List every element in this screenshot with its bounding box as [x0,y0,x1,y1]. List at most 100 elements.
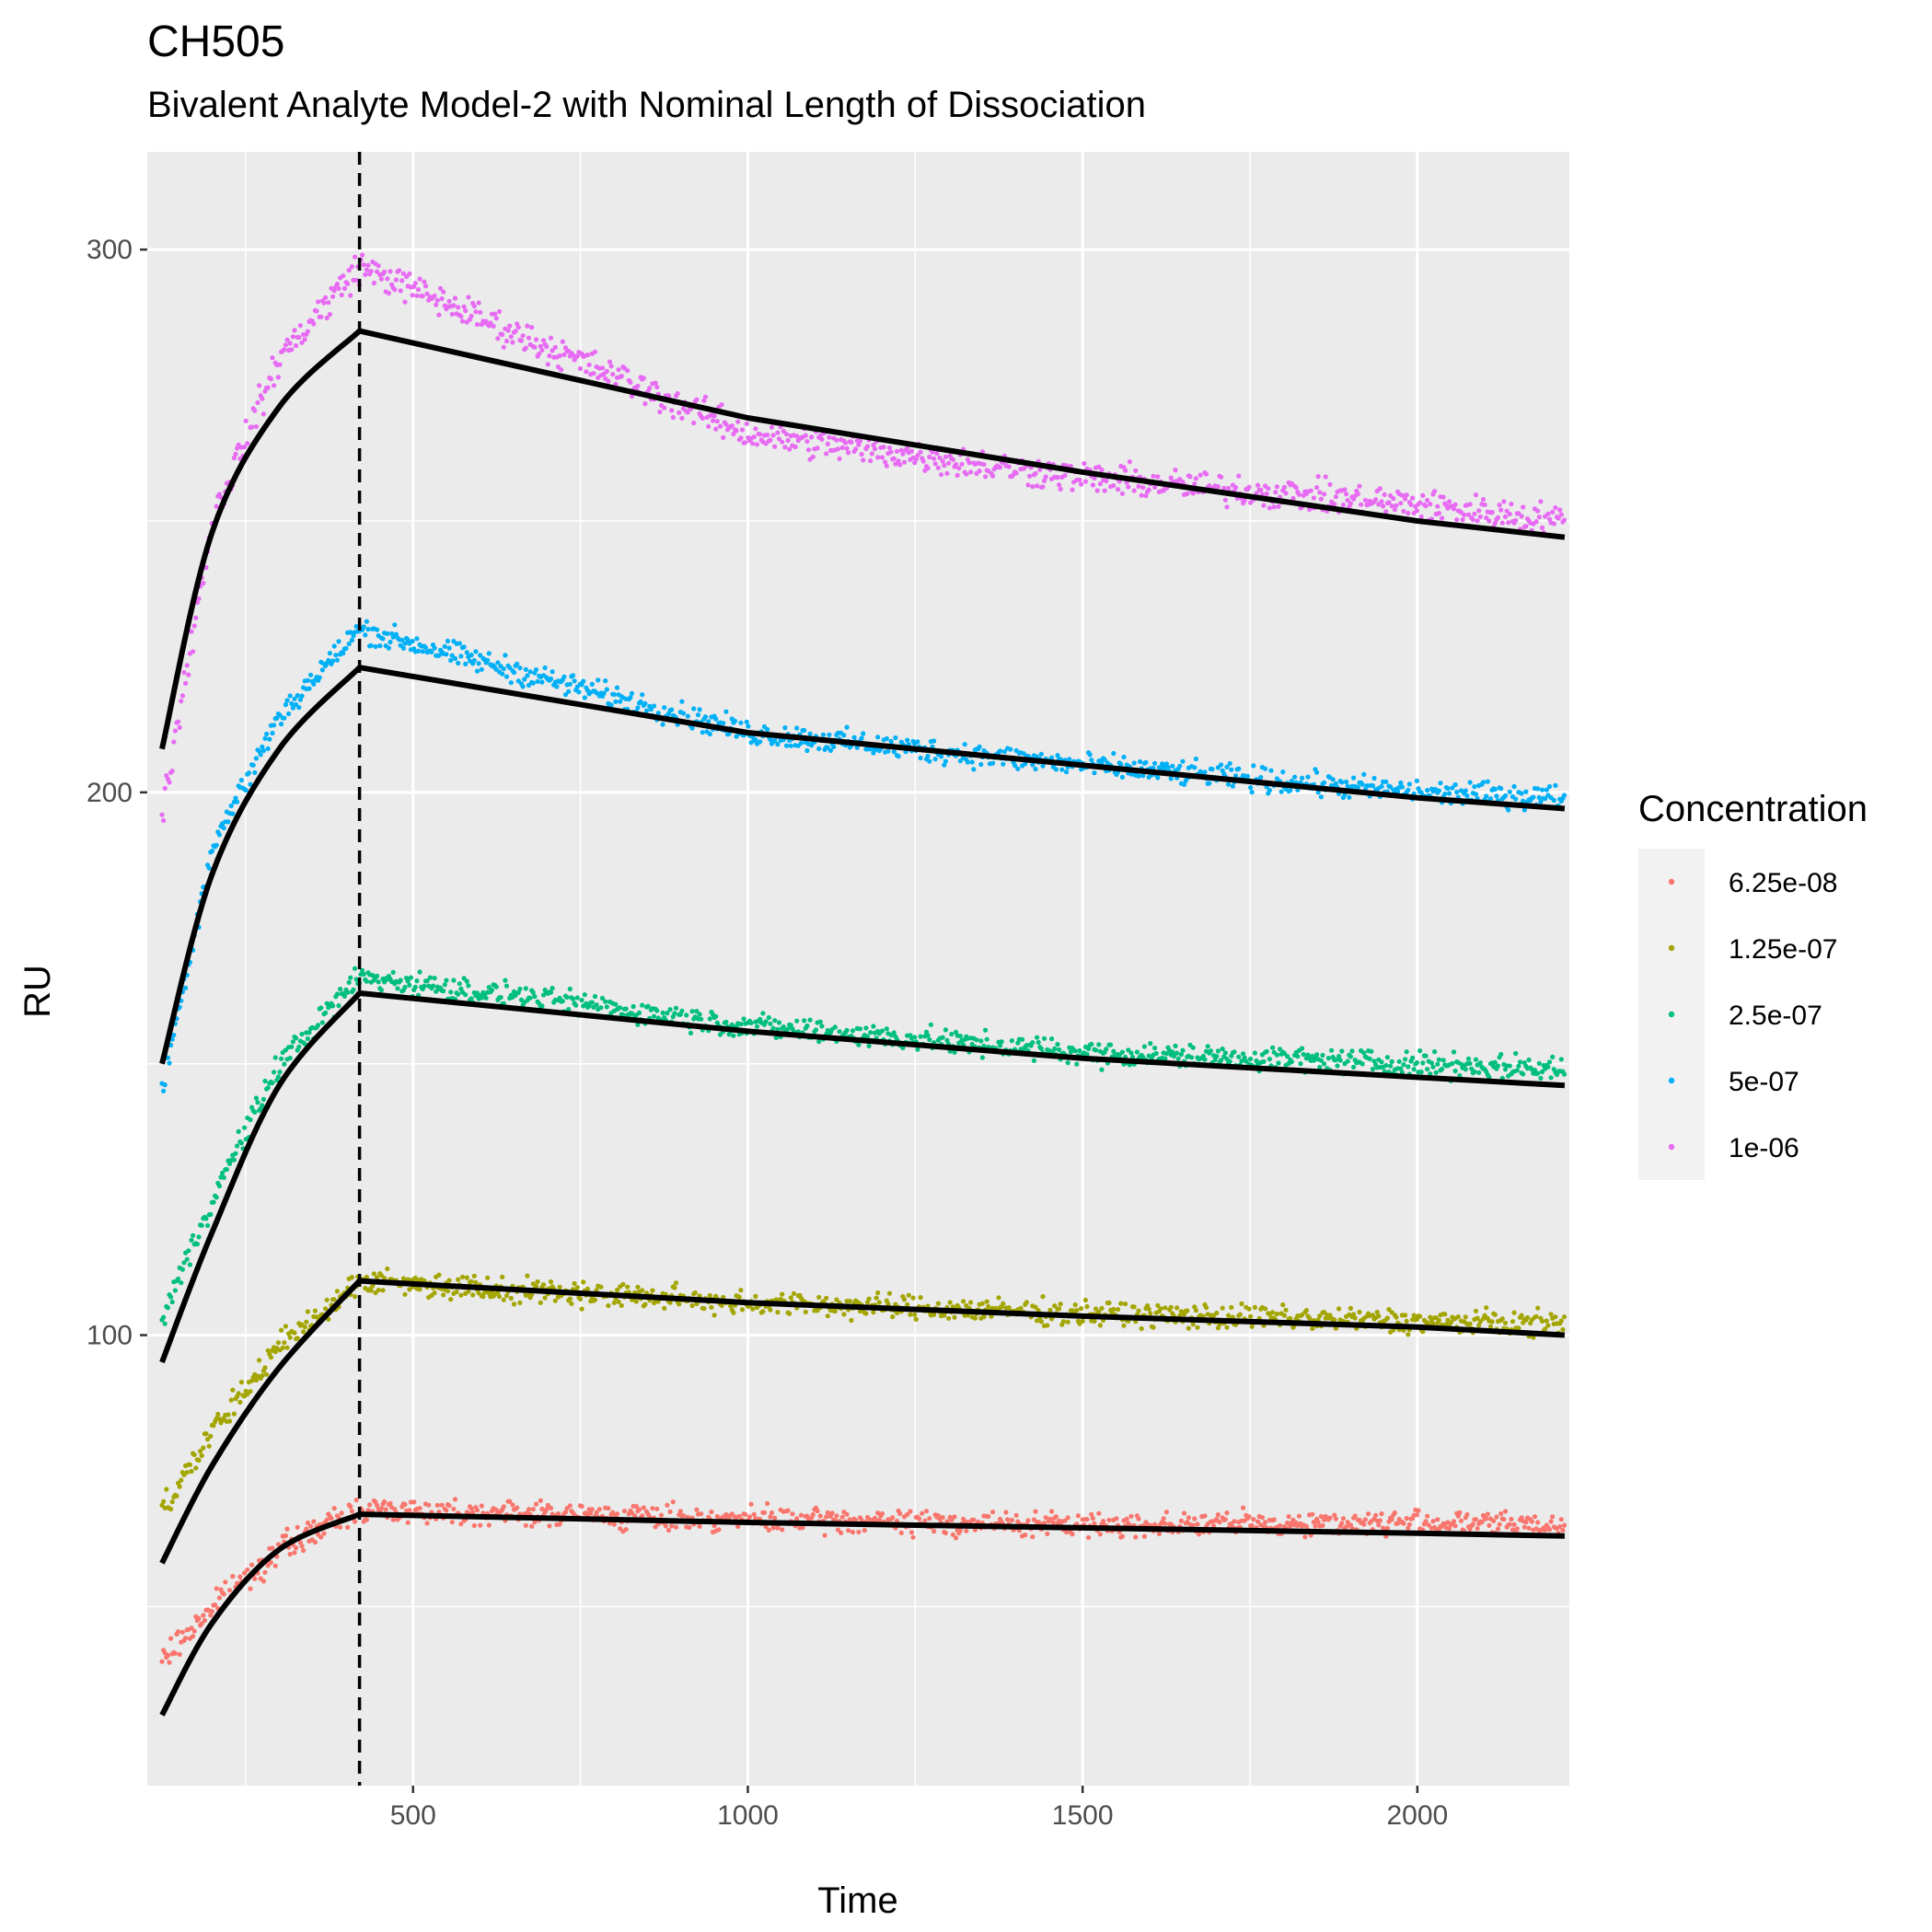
data-point [1168,776,1174,781]
data-point [436,653,442,658]
data-point [1205,1044,1210,1049]
data-point [610,372,616,377]
data-point [586,362,592,367]
data-point [473,309,479,315]
data-point [1070,487,1075,492]
data-point [1452,1068,1458,1074]
data-point [417,276,422,282]
data-point [375,973,380,978]
data-point [329,1516,334,1521]
data-point [1193,1308,1198,1313]
data-point [510,1502,515,1508]
data-point [235,799,240,804]
data-point [388,1500,393,1506]
data-point [660,1010,665,1015]
data-point [412,281,418,286]
data-point [227,1161,233,1166]
data-point [1285,1054,1290,1059]
data-point [1195,1521,1200,1527]
data-point [353,254,358,260]
data-point [548,676,554,682]
data-point [717,1032,723,1037]
data-point [507,323,513,329]
legend-key-1.25e-07 [1668,944,1675,952]
data-point [603,678,608,684]
data-point [606,1506,611,1511]
data-point [952,1049,957,1055]
data-point [1373,1512,1379,1518]
data-point [787,1311,792,1316]
data-point [279,1056,284,1061]
data-point [469,996,474,1001]
data-point [1333,1516,1338,1521]
data-point [1190,1322,1196,1327]
fit-curve-1.25e-07 [159,1278,1566,1565]
data-point [853,446,859,452]
data-point [165,1055,170,1060]
data-point [390,969,396,975]
data-point [1084,1303,1090,1310]
data-point [526,335,532,341]
data-point [476,1290,481,1296]
data-point [1539,1069,1545,1075]
data-point [684,1012,689,1018]
data-point [331,1297,337,1302]
data-point [1425,788,1430,793]
data-point [1015,1519,1021,1524]
data-point [191,649,196,654]
data-point [1445,786,1451,792]
data-point [167,1060,172,1066]
data-point [1322,1061,1327,1067]
data-point [1539,787,1545,792]
data-point [378,276,384,282]
data-point [1333,494,1338,500]
data-point [1383,1062,1389,1069]
data-point [532,1520,538,1525]
data-point [979,1301,985,1306]
data-point [268,1560,273,1566]
data-point [1140,1054,1146,1060]
data-point [748,1020,754,1025]
data-point [363,272,368,277]
data-point [557,1521,562,1527]
data-point [1550,1054,1556,1059]
data-point [172,728,178,734]
data-point [849,1317,854,1324]
data-point [260,396,265,401]
data-point [1460,517,1465,523]
data-point [1155,775,1161,781]
data-point [1357,483,1362,489]
data-point [422,645,429,651]
data-point [618,1526,623,1532]
data-point [654,1008,660,1013]
data-point [763,1019,769,1024]
data-point [478,1522,483,1528]
data-point [1502,1320,1509,1325]
data-point [295,693,300,699]
data-point [1140,485,1146,491]
data-point [1436,1057,1441,1062]
data-point [318,1534,324,1540]
data-point [1440,494,1446,500]
data-point [1551,521,1556,526]
data-point [654,384,660,390]
data-point [1227,1059,1232,1064]
data-point [723,1019,729,1024]
data-point [169,1036,175,1042]
data-point [1258,487,1264,492]
data-point [790,1511,795,1517]
data-point [231,455,237,461]
data-point [1209,767,1215,772]
data-point [341,273,346,279]
data-point [1093,1306,1099,1312]
data-point [707,1292,712,1299]
data-point [1406,787,1411,792]
data-point [432,976,437,981]
data-point [1239,1301,1244,1307]
data-point [299,693,305,699]
data-point [1546,783,1553,790]
data-point [665,1502,670,1508]
data-point [452,295,458,301]
data-point [1067,757,1072,762]
